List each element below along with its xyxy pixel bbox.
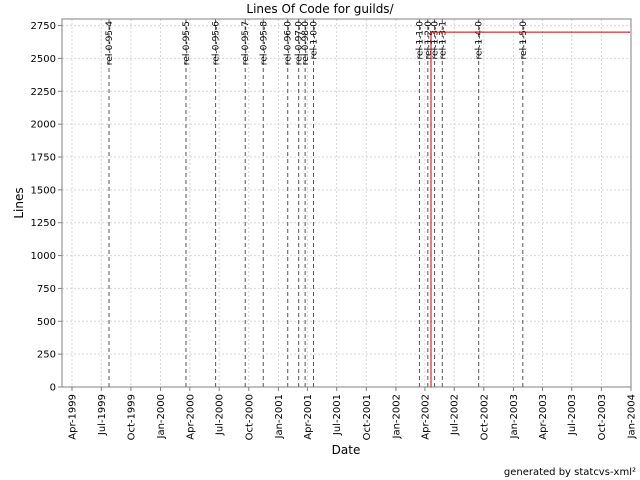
release-label: rel-1-4-0 xyxy=(475,21,485,60)
y-tick-label: 1000 xyxy=(31,251,56,262)
x-tick-label: Apr-2000 xyxy=(185,394,196,440)
x-tick-label: Apr-1999 xyxy=(67,394,78,440)
release-label: rel-0-95-7 xyxy=(241,21,251,65)
data-point xyxy=(430,31,432,33)
x-tick-label: Apr-2002 xyxy=(420,394,431,440)
x-tick-label: Oct-2003 xyxy=(597,394,608,440)
plot-frame xyxy=(61,18,632,388)
generated-by-footer: generated by statcvs-xml² xyxy=(504,467,636,478)
release-label: rel-1-2-0 xyxy=(424,21,434,60)
release-label: rel-1-1-0 xyxy=(415,21,425,60)
x-tick-label: Jan-2000 xyxy=(156,394,167,439)
x-tick-label: Oct-2001 xyxy=(362,394,373,440)
release-label: rel-0-96-0 xyxy=(284,21,294,65)
y-tick-label: 750 xyxy=(37,284,56,295)
y-tick-label: 0 xyxy=(50,383,56,394)
release-label: rel-0-98-0 xyxy=(301,21,311,65)
x-tick-label: Jul-2002 xyxy=(450,394,461,436)
release-markers: rel-0-95-4 rel-0-95-5 rel-0-95-6 rel-0-95-7… xyxy=(105,19,529,387)
x-tick-label: Apr-2001 xyxy=(303,394,314,440)
release-label: rel-0-95-4 xyxy=(105,21,115,65)
x-axis-ticks: Apr-1999 Jul-1999 Oct-1999 Jan-2000 Apr-2000… xyxy=(67,387,638,440)
release-label: rel-0-95-8 xyxy=(259,21,269,65)
x-tick-label: Jan-2003 xyxy=(509,394,520,439)
lines-of-code-series xyxy=(72,31,630,388)
release-label: rel-1-3-1 xyxy=(438,21,448,59)
release-label: rel-1-5-0 xyxy=(519,21,529,60)
x-tick-label: Jul-2003 xyxy=(567,394,578,436)
y-tick-label: 2500 xyxy=(31,54,56,65)
y-tick-label: 500 xyxy=(37,317,56,328)
x-tick-label: Apr-2003 xyxy=(538,394,549,440)
y-axis-ticks: 0 250 500 750 1000 1250 1500 1750 2000 2250 2500 27… xyxy=(31,21,62,394)
y-tick-label: 1500 xyxy=(31,185,56,196)
release-label: rel-0-97-0 xyxy=(295,21,305,65)
x-tick-label: Jan-2004 xyxy=(627,394,638,439)
x-tick-label: Jul-2001 xyxy=(332,394,343,436)
x-tick-label: Jul-2000 xyxy=(215,394,226,436)
release-label: rel-1-3-0 xyxy=(431,21,441,60)
x-tick-label: Oct-2002 xyxy=(479,394,490,440)
y-tick-label: 250 xyxy=(37,350,56,361)
release-label: rel-0-95-6 xyxy=(212,21,222,65)
release-label: rel-1-0-0 xyxy=(309,21,319,60)
y-tick-label: 1250 xyxy=(31,218,56,229)
x-tick-label: Jan-2002 xyxy=(391,394,402,439)
grid xyxy=(62,19,632,388)
series-layer xyxy=(71,31,630,388)
y-tick-label: 1750 xyxy=(31,153,56,164)
x-axis-label: Date xyxy=(332,443,361,457)
release-label: rel-0-95-5 xyxy=(182,21,192,65)
y-tick-label: 2250 xyxy=(31,87,56,98)
y-axis-label: Lines xyxy=(12,187,26,218)
y-tick-label: 2750 xyxy=(31,21,56,32)
x-tick-label: Oct-2000 xyxy=(244,394,255,440)
x-tick-label: Jul-1999 xyxy=(97,394,108,436)
y-tick-label: 2000 xyxy=(31,120,56,131)
chart-title: Lines Of Code for guilds/ xyxy=(246,2,394,16)
x-tick-label: Oct-1999 xyxy=(126,394,137,440)
data-point xyxy=(628,31,630,33)
x-tick-label: Jan-2001 xyxy=(274,394,285,439)
